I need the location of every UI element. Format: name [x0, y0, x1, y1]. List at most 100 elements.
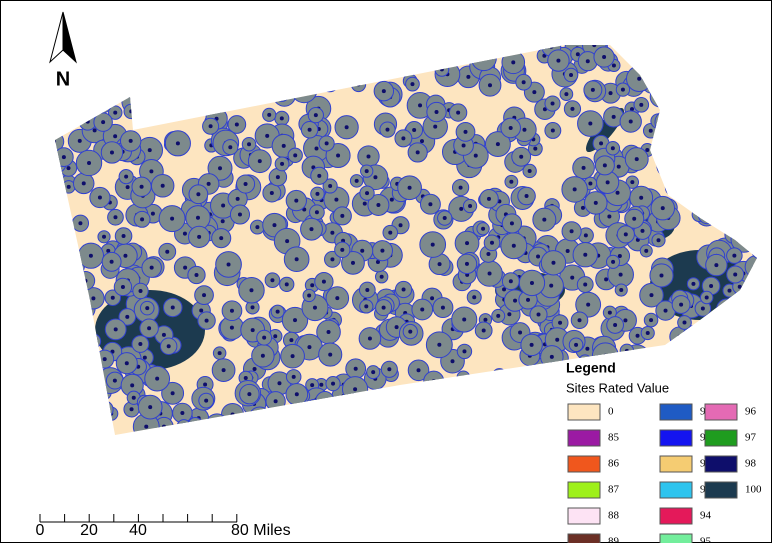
- site-dot: [569, 73, 573, 77]
- site-dot: [310, 283, 314, 287]
- site-dot: [277, 381, 281, 385]
- site-dot: [428, 202, 432, 206]
- site-dot: [247, 392, 251, 396]
- legend-label: 94: [700, 510, 712, 522]
- site-dot: [496, 314, 500, 318]
- site-dot: [317, 174, 321, 178]
- site-dot: [639, 103, 643, 107]
- site-dot: [617, 165, 621, 169]
- site-dot: [113, 215, 117, 219]
- site-dot: [583, 283, 587, 287]
- site-dot: [511, 60, 515, 64]
- scale-label: 40: [129, 522, 147, 539]
- site-dot: [420, 308, 424, 312]
- site-dot: [144, 425, 148, 429]
- site-dot: [611, 260, 615, 264]
- site-dot: [205, 319, 209, 323]
- site-dot: [551, 128, 555, 132]
- site-dot: [481, 227, 485, 231]
- site-dot: [612, 63, 616, 67]
- site-dot: [635, 157, 639, 161]
- legend-swatch: [660, 404, 692, 420]
- site-dot: [431, 243, 435, 247]
- site-dot: [623, 318, 627, 322]
- site-dot: [530, 343, 534, 347]
- site-dot: [537, 312, 541, 316]
- site-dot: [507, 312, 511, 316]
- site-dot: [630, 180, 634, 184]
- site-dot: [282, 144, 286, 148]
- site-dot: [513, 299, 517, 303]
- site-dot: [276, 310, 280, 314]
- site-dot: [335, 296, 339, 300]
- site-dot: [267, 113, 271, 117]
- site-dot: [399, 223, 403, 227]
- legend-label: 100: [745, 484, 762, 496]
- site-dot: [313, 306, 317, 310]
- site-dot: [199, 309, 203, 313]
- site-dot: [435, 110, 439, 114]
- site-dot: [355, 179, 359, 183]
- site-dot: [196, 216, 200, 220]
- site-dot: [380, 275, 384, 279]
- page: N Legend Sites Rated Value 0858687888990…: [0, 0, 772, 543]
- site-dot: [462, 349, 466, 353]
- legend-swatch: [660, 430, 692, 446]
- site-dot: [123, 254, 127, 258]
- site-dot: [145, 306, 149, 310]
- legend-swatch: [568, 404, 600, 420]
- site-dot: [230, 309, 234, 313]
- site-dot: [130, 383, 134, 387]
- site-dot: [285, 239, 289, 243]
- site-dot: [465, 262, 469, 266]
- site-dot: [679, 303, 683, 307]
- site-dot: [373, 175, 377, 179]
- site-dot: [251, 305, 255, 309]
- site-dot: [222, 368, 226, 372]
- site-dot: [365, 288, 369, 292]
- site-dot: [483, 318, 487, 322]
- site-dot: [462, 318, 466, 322]
- site-dot: [509, 180, 513, 184]
- site-dot: [437, 343, 441, 347]
- site-dot: [293, 153, 297, 157]
- site-dot: [140, 217, 144, 221]
- site-dot: [330, 257, 334, 261]
- site-dot: [551, 102, 555, 106]
- site-dot: [295, 257, 299, 261]
- site-dot: [261, 354, 265, 358]
- site-dot: [236, 197, 240, 201]
- site-dot: [566, 249, 570, 253]
- site-dot: [148, 148, 152, 152]
- site-dot: [336, 153, 340, 157]
- site-dot: [149, 169, 153, 173]
- scale-label: 80 Miles: [231, 522, 291, 539]
- site-dot: [591, 88, 595, 92]
- site-dot: [599, 141, 603, 145]
- site-dot: [122, 234, 126, 238]
- site-dot: [353, 387, 357, 391]
- site-dot: [530, 281, 534, 285]
- site-dot: [488, 83, 492, 87]
- legend-label: 97: [745, 432, 757, 444]
- legend-swatch: [660, 508, 692, 524]
- site-dot: [420, 139, 424, 143]
- site-dot: [196, 192, 200, 196]
- site-dot: [221, 219, 225, 223]
- site-dot: [78, 221, 82, 225]
- site-dot: [315, 192, 319, 196]
- site-dot: [646, 331, 650, 335]
- site-dot: [472, 295, 476, 299]
- site-dot: [295, 392, 299, 396]
- site-dot: [62, 155, 66, 159]
- site-dot: [129, 139, 133, 143]
- site-dot: [519, 155, 523, 159]
- site-dot: [691, 282, 695, 286]
- site-dot: [433, 125, 437, 129]
- site-dot: [258, 159, 262, 163]
- site-dot: [509, 279, 513, 283]
- site-dot: [125, 361, 129, 365]
- site-dot: [151, 212, 155, 216]
- site-dot: [310, 383, 314, 387]
- site-dot: [143, 356, 147, 360]
